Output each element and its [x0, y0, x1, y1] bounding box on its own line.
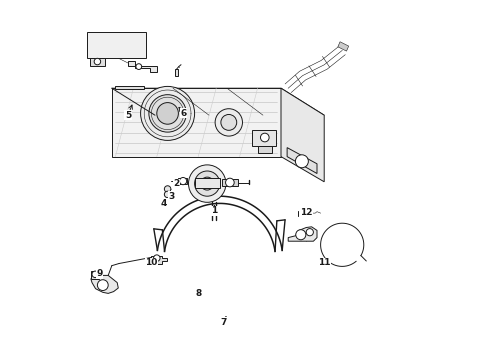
Circle shape: [306, 229, 314, 236]
Text: 6: 6: [181, 109, 187, 118]
Polygon shape: [287, 148, 317, 174]
Text: 9: 9: [96, 269, 102, 278]
Circle shape: [201, 177, 214, 190]
Polygon shape: [298, 211, 309, 216]
Polygon shape: [252, 130, 275, 146]
Polygon shape: [91, 275, 118, 293]
Polygon shape: [221, 179, 238, 186]
Text: 1: 1: [211, 206, 218, 215]
Circle shape: [164, 186, 171, 192]
Text: 3: 3: [168, 192, 174, 201]
Circle shape: [296, 230, 306, 240]
Text: 4: 4: [161, 199, 167, 208]
Polygon shape: [195, 178, 220, 188]
Polygon shape: [258, 146, 272, 153]
Text: 2: 2: [173, 179, 180, 188]
Polygon shape: [288, 227, 317, 241]
Text: 10: 10: [145, 258, 158, 267]
Polygon shape: [90, 58, 104, 66]
Polygon shape: [151, 256, 167, 264]
Polygon shape: [112, 88, 324, 115]
Circle shape: [98, 280, 108, 291]
Text: 11: 11: [318, 258, 330, 267]
Polygon shape: [178, 178, 187, 184]
Text: 5: 5: [125, 111, 131, 120]
Polygon shape: [87, 32, 146, 58]
Polygon shape: [175, 69, 178, 76]
Polygon shape: [338, 42, 349, 51]
Circle shape: [221, 114, 237, 130]
Polygon shape: [116, 86, 144, 89]
Circle shape: [195, 171, 220, 196]
Text: 7: 7: [220, 318, 226, 327]
Circle shape: [261, 133, 269, 142]
Polygon shape: [91, 271, 99, 279]
Text: 8: 8: [195, 289, 201, 298]
Circle shape: [295, 155, 308, 168]
Circle shape: [164, 191, 171, 198]
Polygon shape: [281, 88, 324, 182]
Circle shape: [189, 165, 226, 202]
Circle shape: [157, 103, 178, 124]
Circle shape: [136, 64, 142, 69]
Circle shape: [94, 58, 100, 65]
Polygon shape: [128, 61, 157, 72]
Text: 12: 12: [300, 208, 313, 217]
Circle shape: [153, 255, 160, 261]
Circle shape: [149, 95, 186, 132]
Circle shape: [225, 178, 234, 187]
Circle shape: [300, 210, 307, 216]
Polygon shape: [112, 88, 281, 157]
Circle shape: [92, 271, 98, 278]
Circle shape: [215, 109, 243, 136]
Circle shape: [141, 86, 195, 140]
Circle shape: [179, 177, 187, 185]
